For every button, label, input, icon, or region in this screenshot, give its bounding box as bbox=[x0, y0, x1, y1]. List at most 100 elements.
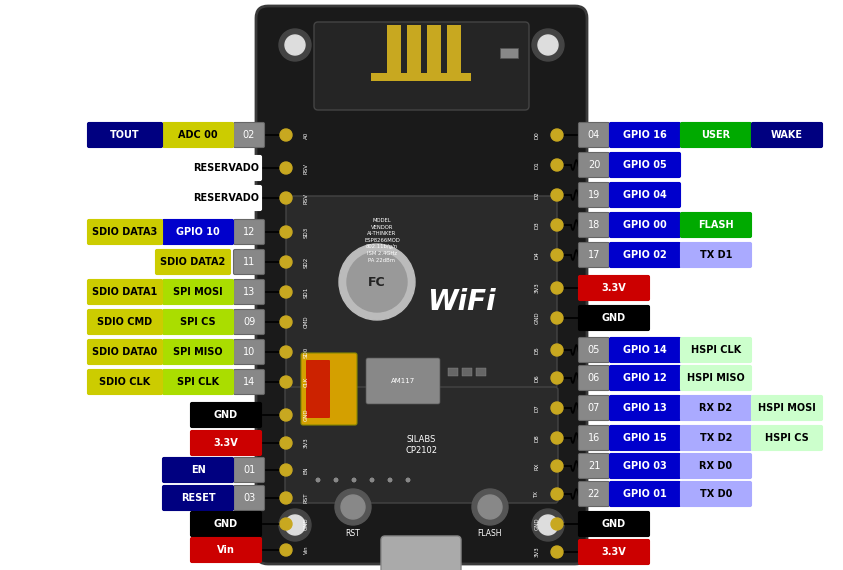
FancyBboxPatch shape bbox=[609, 454, 680, 478]
Text: A0: A0 bbox=[303, 131, 309, 139]
Circle shape bbox=[389, 478, 391, 482]
FancyBboxPatch shape bbox=[191, 185, 261, 210]
Circle shape bbox=[538, 515, 558, 535]
FancyBboxPatch shape bbox=[314, 22, 529, 110]
Text: GPIO 16: GPIO 16 bbox=[623, 130, 667, 140]
Circle shape bbox=[280, 492, 292, 504]
FancyBboxPatch shape bbox=[609, 482, 680, 507]
Text: GPIO 13: GPIO 13 bbox=[623, 403, 667, 413]
Bar bbox=[448, 368, 458, 376]
Text: RX D2: RX D2 bbox=[700, 403, 733, 413]
Circle shape bbox=[280, 129, 292, 141]
Text: 09: 09 bbox=[243, 317, 255, 327]
FancyBboxPatch shape bbox=[578, 337, 609, 363]
Bar bbox=[462, 368, 472, 376]
Text: GPIO 00: GPIO 00 bbox=[623, 220, 667, 230]
Circle shape bbox=[371, 478, 373, 482]
Bar bbox=[371, 73, 471, 81]
FancyBboxPatch shape bbox=[155, 250, 230, 275]
Text: CMD: CMD bbox=[303, 316, 309, 328]
Text: RESET: RESET bbox=[180, 493, 215, 503]
FancyBboxPatch shape bbox=[609, 182, 680, 207]
Text: HSPI CLK: HSPI CLK bbox=[691, 345, 741, 355]
FancyBboxPatch shape bbox=[163, 310, 234, 335]
Circle shape bbox=[280, 544, 292, 556]
Text: RX: RX bbox=[534, 462, 540, 470]
Circle shape bbox=[280, 518, 292, 530]
Circle shape bbox=[406, 478, 410, 482]
Circle shape bbox=[316, 478, 319, 482]
FancyBboxPatch shape bbox=[680, 454, 751, 478]
Circle shape bbox=[279, 509, 311, 541]
Text: D7: D7 bbox=[534, 404, 540, 412]
FancyBboxPatch shape bbox=[680, 242, 751, 267]
Text: 16: 16 bbox=[588, 433, 600, 443]
Circle shape bbox=[551, 129, 563, 141]
Text: 05: 05 bbox=[588, 345, 600, 355]
Text: 17: 17 bbox=[588, 250, 600, 260]
Text: 04: 04 bbox=[588, 130, 600, 140]
Text: D2: D2 bbox=[534, 191, 540, 199]
FancyBboxPatch shape bbox=[366, 358, 440, 404]
Circle shape bbox=[532, 29, 564, 61]
Circle shape bbox=[285, 515, 305, 535]
Text: GPIO 10: GPIO 10 bbox=[176, 227, 220, 237]
Circle shape bbox=[280, 409, 292, 421]
Text: TX D0: TX D0 bbox=[700, 489, 733, 499]
Text: SPI MISO: SPI MISO bbox=[173, 347, 223, 357]
Text: AM117: AM117 bbox=[391, 378, 415, 384]
Bar bbox=[387, 25, 401, 73]
FancyBboxPatch shape bbox=[191, 156, 261, 181]
Text: Vin: Vin bbox=[303, 545, 309, 554]
FancyBboxPatch shape bbox=[578, 213, 609, 238]
Text: GND: GND bbox=[602, 313, 626, 323]
Text: 22: 22 bbox=[588, 489, 600, 499]
Text: GND: GND bbox=[534, 312, 540, 324]
FancyBboxPatch shape bbox=[680, 365, 751, 390]
Text: 3V3: 3V3 bbox=[303, 438, 309, 449]
FancyBboxPatch shape bbox=[680, 337, 751, 363]
Text: GPIO 02: GPIO 02 bbox=[623, 250, 667, 260]
Text: RSV: RSV bbox=[303, 193, 309, 203]
Text: TX: TX bbox=[534, 491, 540, 498]
FancyBboxPatch shape bbox=[163, 123, 234, 148]
Circle shape bbox=[371, 478, 373, 482]
Text: 20: 20 bbox=[588, 160, 600, 170]
Circle shape bbox=[551, 432, 563, 444]
Circle shape bbox=[280, 192, 292, 204]
Text: FLASH: FLASH bbox=[478, 528, 502, 538]
Text: GND: GND bbox=[534, 518, 540, 530]
Text: D8: D8 bbox=[534, 434, 540, 442]
FancyBboxPatch shape bbox=[578, 242, 609, 267]
FancyBboxPatch shape bbox=[301, 353, 357, 425]
Text: 3.3V: 3.3V bbox=[213, 438, 239, 448]
FancyBboxPatch shape bbox=[578, 539, 649, 564]
Circle shape bbox=[279, 29, 311, 61]
FancyBboxPatch shape bbox=[234, 250, 265, 275]
Text: SD2: SD2 bbox=[303, 256, 309, 268]
Text: Vin: Vin bbox=[217, 545, 235, 555]
Circle shape bbox=[316, 478, 319, 482]
Circle shape bbox=[352, 478, 356, 482]
Text: GND: GND bbox=[214, 519, 238, 529]
Text: 3.3V: 3.3V bbox=[602, 547, 626, 557]
FancyBboxPatch shape bbox=[680, 482, 751, 507]
Text: SDIO DATA3: SDIO DATA3 bbox=[93, 227, 158, 237]
FancyBboxPatch shape bbox=[578, 396, 609, 421]
Text: MODEL
VENDOR
AI-THINKER
ESP8266MOD
802.11b/g/n
ISM 2.4GHz
PA 22dBm: MODEL VENDOR AI-THINKER ESP8266MOD 802.1… bbox=[364, 218, 400, 263]
FancyBboxPatch shape bbox=[578, 482, 609, 507]
Text: GPIO 14: GPIO 14 bbox=[623, 345, 667, 355]
FancyBboxPatch shape bbox=[306, 360, 330, 418]
FancyBboxPatch shape bbox=[163, 219, 234, 245]
Text: 3.3V: 3.3V bbox=[602, 283, 626, 293]
Circle shape bbox=[532, 509, 564, 541]
Circle shape bbox=[280, 346, 292, 358]
Circle shape bbox=[406, 478, 410, 482]
Circle shape bbox=[389, 478, 391, 482]
Text: TOUT: TOUT bbox=[110, 130, 140, 140]
FancyBboxPatch shape bbox=[234, 310, 265, 335]
Text: 21: 21 bbox=[588, 461, 600, 471]
Circle shape bbox=[335, 489, 371, 525]
Text: 18: 18 bbox=[588, 220, 600, 230]
Bar bbox=[447, 25, 461, 73]
